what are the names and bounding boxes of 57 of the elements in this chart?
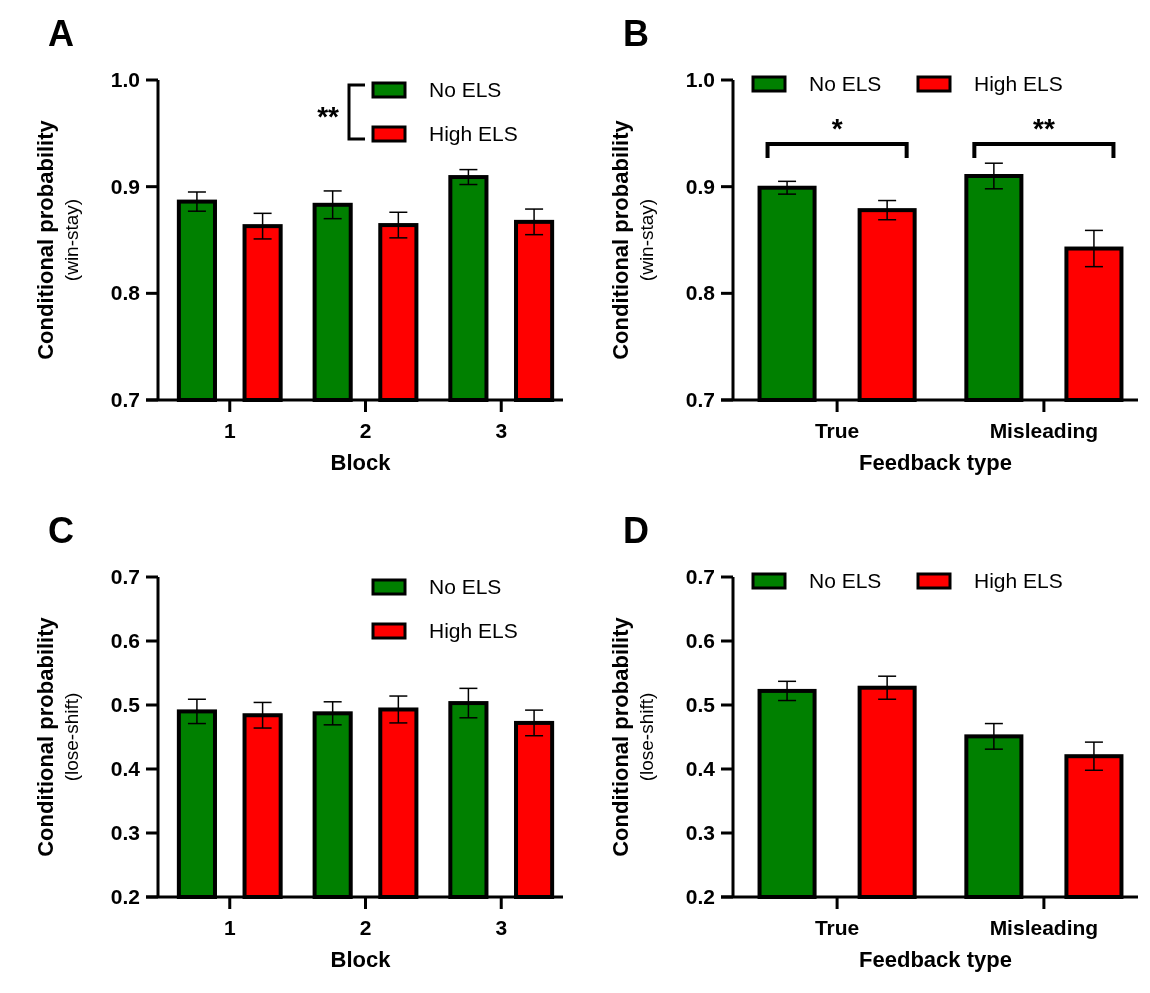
y-tick-label: 0.7 — [110, 388, 140, 411]
chart-title: C — [48, 510, 74, 551]
y-tick-label: 0.5 — [110, 693, 141, 716]
y-axis-title: Conditional probability — [33, 119, 58, 360]
legend-label: High ELS — [974, 569, 1063, 592]
y-tick-label: 0.3 — [110, 821, 140, 844]
x-tick-label: True — [814, 916, 860, 939]
legend-label: No ELS — [809, 569, 882, 592]
x-tick-label: 1 — [223, 419, 236, 442]
x-tick-label: 1 — [223, 916, 236, 939]
y-axis-title: Conditional probability — [608, 616, 633, 857]
y-tick-label: 0.4 — [685, 757, 716, 780]
chart-title: A — [48, 13, 74, 54]
y-tick-label: 0.7 — [685, 565, 715, 588]
y-tick-label: 1.0 — [110, 68, 140, 91]
x-tick-label: Misleading — [989, 916, 1099, 939]
y-tick-label: 0.8 — [110, 281, 141, 305]
x-tick-label: True — [814, 419, 860, 442]
legend-label: High ELS — [429, 122, 518, 145]
y-axis-title: Conditional probability — [33, 616, 58, 857]
annotation: ** — [1033, 113, 1055, 144]
x-tick-label: Misleading — [989, 419, 1099, 442]
y-tick-label: 1.0 — [685, 68, 715, 91]
text: (win-stay) — [61, 198, 82, 282]
x-tick-label: 2 — [359, 419, 372, 442]
x-axis-title: Feedback type — [859, 450, 1012, 475]
chart-title: D — [623, 510, 649, 551]
x-axis-title: Feedback type — [859, 947, 1012, 972]
y-tick-label: 0.2 — [110, 885, 140, 908]
legend-label: High ELS — [429, 619, 518, 642]
legend-label: No ELS — [429, 575, 502, 598]
legend-label: No ELS — [429, 78, 502, 101]
y-tick-label: 0.7 — [110, 565, 140, 588]
y-tick-label: 0.8 — [685, 281, 716, 305]
x-tick-label: 2 — [359, 916, 372, 939]
y-tick-label: 0.4 — [110, 757, 141, 780]
y-tick-label: 0.6 — [685, 629, 715, 652]
x-axis-title: Block — [330, 450, 392, 475]
y-tick-label: 0.9 — [110, 174, 140, 198]
text: (win-stay) — [636, 198, 657, 282]
x-tick-label: 3 — [495, 916, 508, 939]
legend-label: High ELS — [974, 72, 1063, 95]
chart-title: B — [623, 13, 649, 54]
x-tick-label: 3 — [495, 419, 508, 442]
y-tick-label: 0.5 — [685, 693, 716, 716]
annotation: ** — [317, 101, 340, 132]
y-tick-label: 0.3 — [685, 821, 715, 844]
y-tick-label: 0.7 — [685, 388, 715, 411]
legend-label: No ELS — [809, 72, 882, 95]
y-tick-label: 0.9 — [685, 174, 715, 198]
annotation: * — [831, 113, 843, 144]
x-axis-title: Block — [330, 947, 392, 972]
y-tick-label: 0.6 — [110, 629, 140, 652]
text: (lose-shift) — [636, 692, 657, 782]
text: (lose-shift) — [61, 692, 82, 782]
y-axis-title: Conditional probability — [608, 119, 633, 360]
y-tick-label: 0.2 — [685, 885, 715, 908]
